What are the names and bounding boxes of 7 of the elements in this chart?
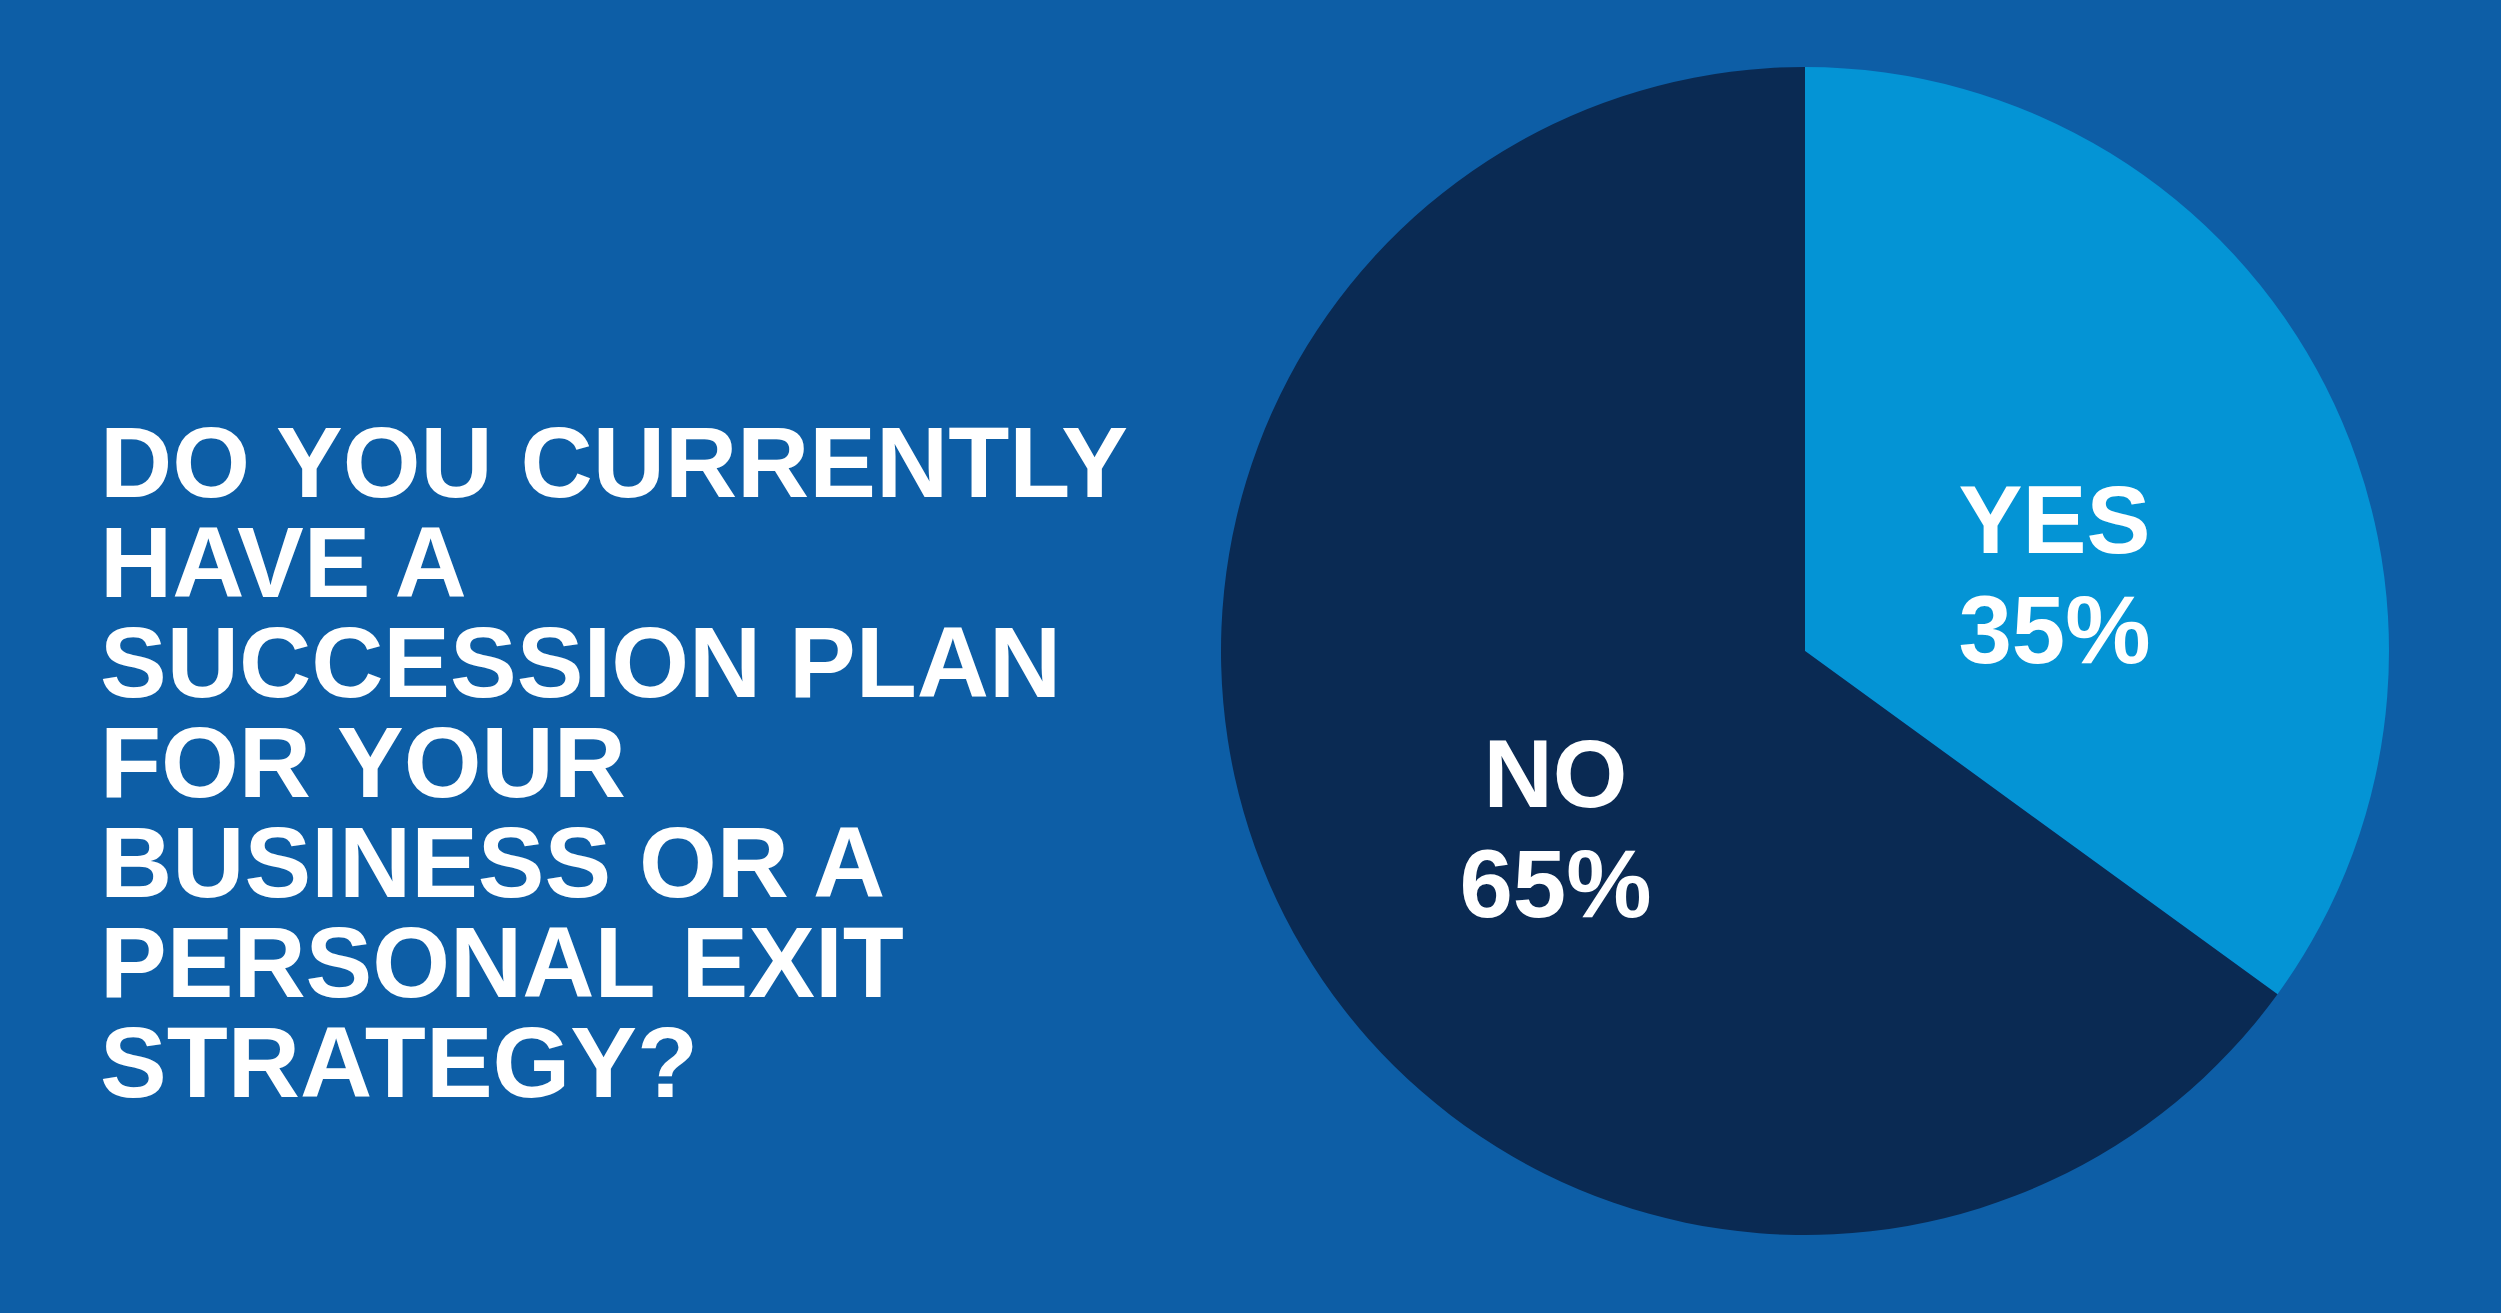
- slice-label: YES: [1958, 465, 2151, 573]
- slice-label: NO: [1483, 720, 1628, 828]
- data-label: 65%: [1459, 830, 1652, 938]
- pie-slice: [1221, 67, 2278, 1235]
- pie-slice: [1805, 67, 2389, 995]
- text: DO YOU CURRENTLY HAVE A SUCCESSION PLAN FOR YOUR BUSINESS OR A PERSONAL EXIT STRATEGY?: [100, 406, 1128, 1118]
- data-label: 35%: [1958, 575, 2151, 683]
